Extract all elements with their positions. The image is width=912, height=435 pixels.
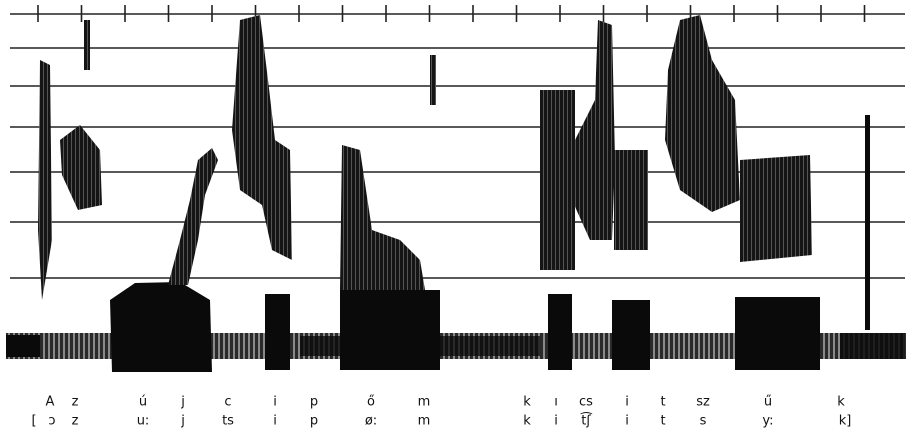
phonetic-label: t <box>660 414 665 429</box>
phonetic-label: ts <box>222 414 234 429</box>
orthographic-label: k <box>837 395 845 410</box>
orthographic-label: m <box>418 395 431 410</box>
phonetic-label: k] <box>839 414 852 429</box>
orthographic-label: ű <box>764 395 772 410</box>
phonetic-label: k <box>523 414 531 429</box>
orthographic-label: ő <box>367 395 375 410</box>
orthographic-label: sz <box>696 395 710 410</box>
phonetic-label: ø: <box>365 414 377 429</box>
phonetic-label: z <box>72 414 79 429</box>
phonetic-label: m <box>418 414 431 429</box>
phonetic-label: u: <box>137 414 150 429</box>
orthographic-label: j <box>180 395 185 410</box>
spectrogram-page: Azújcipőmkıcsitszűk[ɔzu:jtsipø:mkit͡ʃits… <box>0 0 912 435</box>
phonetic-label: t͡ʃ <box>580 413 592 429</box>
orthographic-label: p <box>310 395 318 410</box>
orthographic-label: i <box>273 395 277 410</box>
phonetic-label: [ <box>31 414 36 429</box>
phonetic-label: i <box>625 414 629 429</box>
orthographic-label: ú <box>139 395 147 410</box>
phonetic-label: i <box>554 414 558 429</box>
orthographic-label: cs <box>579 395 593 410</box>
orthographic-label: k <box>523 395 531 410</box>
orthographic-label: t <box>660 395 665 410</box>
phonetic-label: ɔ <box>48 414 55 429</box>
spectrogram-energy <box>6 15 906 372</box>
orthographic-label: i <box>625 395 629 410</box>
orthographic-label: ı <box>554 395 558 410</box>
phonetic-label: y: <box>762 414 773 429</box>
orthographic-label: A <box>46 395 55 410</box>
phonetic-label: j <box>180 414 185 429</box>
phonetic-label: s <box>700 414 707 429</box>
orthographic-label: z <box>72 395 79 410</box>
orthographic-label: c <box>224 395 231 410</box>
phonetic-label: i <box>273 414 277 429</box>
phonetic-label: p <box>310 414 318 429</box>
